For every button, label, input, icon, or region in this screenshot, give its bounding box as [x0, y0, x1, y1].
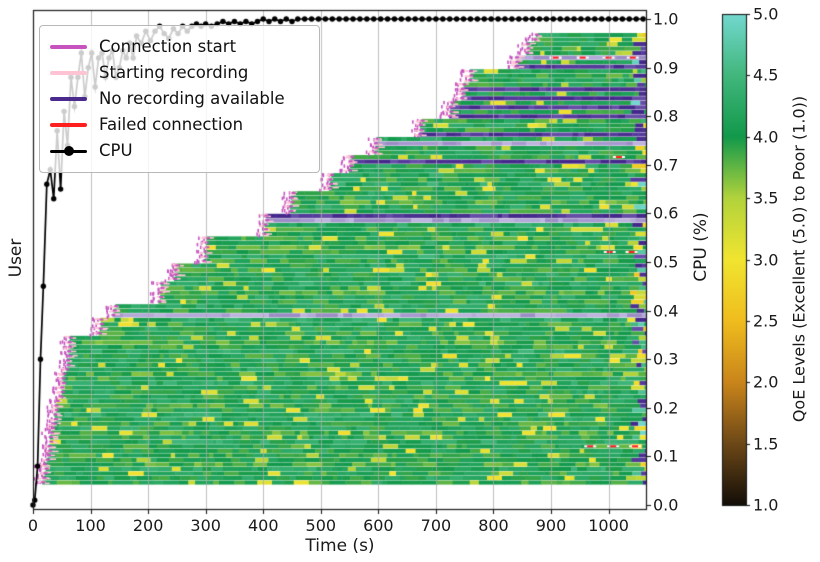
colorbar-tick-label: 4.5: [753, 65, 779, 85]
legend-label: Connection start: [99, 36, 237, 56]
colorbar-tick-label: 3.5: [753, 188, 779, 208]
cpu-tick-label: 0.6: [653, 203, 679, 223]
cpu-tick-label: 0.0: [653, 495, 679, 515]
failed-connection-swatch: [50, 123, 87, 127]
connection-start-swatch: [50, 45, 87, 49]
legend-item-failed-connection: Failed connection: [50, 113, 309, 137]
legend: Connection start Starting recording No r…: [39, 25, 320, 173]
x-tick-label: 900: [535, 516, 567, 535]
x-tick-label: 0: [27, 516, 39, 535]
legend-item-no-recording: No recording available: [50, 87, 309, 111]
colorbar-tick-label: 4.0: [753, 127, 779, 147]
x-tick-label: 600: [363, 516, 394, 535]
starting-recording-swatch: [50, 71, 87, 75]
cpu-tick-label: 0.5: [653, 252, 679, 272]
legend-label: Failed connection: [99, 114, 244, 134]
y-axis-label-cpu: CPU (%): [691, 212, 711, 282]
legend-label: No recording available: [99, 88, 285, 108]
x-axis-label: Time (s): [305, 536, 375, 556]
colorbar-tick-label: 5.0: [753, 4, 779, 24]
cpu-marker-dot: [63, 146, 74, 156]
cpu-line-swatch: [50, 146, 87, 156]
y-axis-label-user: User: [6, 238, 26, 278]
cpu-tick-label: 0.4: [653, 301, 679, 321]
cpu-tick-label: 0.9: [653, 58, 679, 78]
colorbar-tick-label: 1.0: [753, 495, 779, 515]
legend-label: Starting recording: [99, 62, 249, 82]
cpu-tick-label: 0.3: [653, 349, 679, 369]
cpu-tick-label: 1.0: [653, 9, 679, 29]
x-tick-label: 100: [75, 516, 106, 535]
cpu-tick-label: 0.2: [653, 398, 679, 418]
colorbar-tick-label: 3.0: [753, 250, 779, 269]
legend-item-starting-recording: Starting recording: [50, 61, 309, 85]
legend-item-connection-start: Connection start: [50, 35, 309, 59]
colorbar-tick-label: 2.0: [753, 372, 779, 392]
x-tick-label: 700: [420, 516, 452, 535]
colorbar-tick-label: 1.5: [753, 434, 779, 454]
no-recording-swatch: [50, 97, 87, 101]
colorbar-tick-label: 2.5: [753, 311, 779, 331]
x-tick-label: 1000: [588, 516, 629, 535]
cpu-tick-label: 0.8: [653, 106, 679, 126]
x-tick-label: 300: [190, 516, 221, 535]
colorbar-label: QoE Levels (Excellent (5.0) to Poor (1.0…: [789, 95, 809, 423]
legend-label: CPU: [99, 140, 133, 160]
cpu-tick-label: 0.1: [653, 446, 679, 466]
x-tick-label: 500: [305, 516, 337, 535]
x-tick-label: 800: [478, 516, 509, 535]
cpu-tick-label: 0.7: [653, 155, 679, 175]
x-tick-label: 200: [132, 516, 164, 535]
legend-item-cpu: CPU: [50, 139, 309, 163]
x-tick-label: 400: [247, 516, 279, 535]
